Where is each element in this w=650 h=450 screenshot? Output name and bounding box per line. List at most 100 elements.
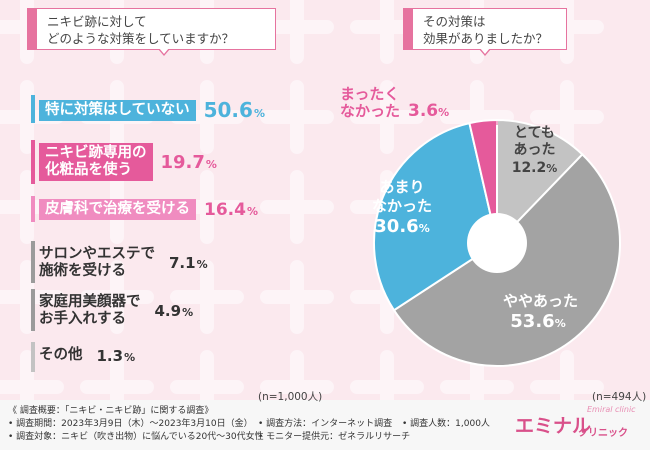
left-question-text: ニキビ跡に対して どのような対策をしていますか？ xyxy=(47,13,234,47)
pie-value: 53.6% xyxy=(503,311,573,335)
right-question-line-1: その対策は xyxy=(423,14,486,29)
right-question-box: その対策は 効果がありましたか？ xyxy=(403,8,567,56)
bar-row: その他 1.3% xyxy=(31,345,135,366)
pie-value-number: 53.6 xyxy=(510,311,555,332)
bar-label: 皮膚科で治療を受ける xyxy=(39,199,196,220)
pattern-shape xyxy=(80,290,154,304)
bar-marker xyxy=(31,241,35,283)
bar-label: 特に対策はしていない xyxy=(39,99,196,121)
bar-label: 家庭用美顔器で お手入れする xyxy=(39,292,147,330)
pie-label: まったく なかった 3.6% xyxy=(340,86,449,121)
right-question-line-2: 効果がありましたか？ xyxy=(423,31,549,46)
bar-value-number: 4.9 xyxy=(154,302,182,320)
pie-label-line: まったく xyxy=(340,85,400,103)
bar-value-unit: % xyxy=(205,157,217,171)
right-question-text: その対策は 効果がありましたか？ xyxy=(423,13,548,47)
pie-label-line: ややあった xyxy=(503,292,579,310)
footer-method: • 調査方法：インターネット調査 xyxy=(258,419,393,429)
logo-script: Emiral clinic xyxy=(587,405,636,414)
bar-value-number: 19.7 xyxy=(160,151,205,173)
bar-value-unit: % xyxy=(246,204,258,218)
pattern-shape xyxy=(80,380,154,394)
pie-label-line: あった xyxy=(513,142,556,158)
bar-label: その他 xyxy=(39,345,89,366)
bar-label-line: ニキビ跡専用の xyxy=(45,145,147,161)
pattern-shape xyxy=(0,380,64,394)
bar-value: 16.4% xyxy=(204,200,258,220)
left-sample-size: (n=1,000人) xyxy=(258,391,323,403)
bar-value-number: 1.3 xyxy=(96,346,124,365)
logo-main: エミナル xyxy=(515,415,592,437)
bar-label-line: 家庭用美顔器で xyxy=(39,294,141,310)
footer-count: • 調査人数：1,000人 xyxy=(402,419,490,429)
footer-period: • 調査期間：2023年3月9日（木）〜2023年3月10日（金） xyxy=(8,419,253,429)
bar-row: ニキビ跡専用の 化粧品を使う 19.7% xyxy=(31,143,217,181)
bar-label-line: 特に対策はしていない xyxy=(45,101,190,118)
pie-value-unit: % xyxy=(418,222,430,235)
bar-label: ニキビ跡専用の 化粧品を使う xyxy=(39,143,153,181)
pattern-shape xyxy=(260,110,334,124)
pie-label-line: とても xyxy=(514,125,555,141)
pie-label: あまり なかった 30.6% xyxy=(372,178,432,240)
footer-provider: • モニター提供元：ゼネラルリサーチ xyxy=(258,432,411,442)
bar-value: 50.6% xyxy=(204,98,265,122)
pie-label: ややあった 53.6% xyxy=(503,291,579,335)
bar-value-unit: % xyxy=(196,258,208,271)
bar-label-line: 皮膚科で治療を受ける xyxy=(45,201,190,217)
bar-value: 19.7% xyxy=(161,152,217,173)
left-question-line-1: ニキビ跡に対して xyxy=(47,14,147,29)
pie-value-number: 12.2 xyxy=(511,160,547,176)
pie-label: とても あった 12.2% xyxy=(507,125,562,178)
pattern-shape xyxy=(350,110,424,124)
footer-title: 《 調査概要：「ニキビ・ニキビ跡」に関する調査》 xyxy=(8,406,214,416)
bar-marker xyxy=(31,342,35,372)
pie-value-unit: % xyxy=(546,162,558,175)
bar-value-unit: % xyxy=(253,107,265,120)
question-pointer xyxy=(479,48,491,56)
bar-label: サロンやエステで 施術を受ける xyxy=(39,244,161,282)
pie-label-line: なかった xyxy=(372,197,433,215)
pattern-shape xyxy=(170,380,244,394)
bar-value: 4.9% xyxy=(155,302,194,320)
pie-slice xyxy=(373,121,499,312)
bar-row: 皮膚科で治療を受ける 16.4% xyxy=(31,199,258,220)
bar-marker xyxy=(31,95,35,123)
footer-band xyxy=(0,400,650,450)
pattern-shape xyxy=(260,20,334,34)
pie-label-line: あまり xyxy=(379,178,425,196)
bar-row: サロンやエステで 施術を受ける 7.1% xyxy=(31,244,208,282)
pattern-shape xyxy=(170,290,244,304)
bar-label-line: サロンやエステで xyxy=(39,246,155,262)
bar-label-line: 化粧品を使う xyxy=(45,162,132,178)
left-question-line-2: どのような対策をしていますか？ xyxy=(47,31,235,46)
bar-value: 1.3% xyxy=(97,347,136,365)
bar-row: 家庭用美顔器で お手入れする 4.9% xyxy=(31,292,193,330)
pattern-shape xyxy=(350,380,424,394)
bar-label-line: 施術を受ける xyxy=(39,263,126,279)
question-tab xyxy=(28,9,37,49)
pattern-shape xyxy=(260,290,334,304)
bar-marker xyxy=(31,196,35,222)
pie-slice xyxy=(496,118,584,246)
pie-slice xyxy=(468,118,498,244)
pattern-shape xyxy=(530,380,604,394)
question-pointer xyxy=(158,48,170,56)
pie-center-hole xyxy=(467,213,527,273)
bar-label-line: お手入れする xyxy=(39,311,126,327)
bar-value-number: 7.1 xyxy=(169,254,196,272)
right-sample-size: (n=494人) xyxy=(592,391,647,403)
bar-label-line: その他 xyxy=(39,347,83,363)
logo-sub: クリニック xyxy=(578,428,628,439)
left-question-box: ニキビ跡に対して どのような対策をしていますか？ xyxy=(27,8,276,56)
bar-value-number: 50.6 xyxy=(203,98,253,122)
pie-value: 3.6% xyxy=(408,101,449,121)
bar-marker xyxy=(31,140,35,184)
bar-value-unit: % xyxy=(182,306,194,319)
bar-value: 7.1% xyxy=(169,254,208,272)
bar-value-unit: % xyxy=(124,350,136,364)
pie-value-unit: % xyxy=(438,106,450,119)
pie-value-number: 30.6 xyxy=(374,216,419,237)
pie-value-unit: % xyxy=(554,317,566,330)
pie-label-line: なかった 3.6% xyxy=(340,101,450,121)
pie-value: 12.2% xyxy=(507,159,562,178)
